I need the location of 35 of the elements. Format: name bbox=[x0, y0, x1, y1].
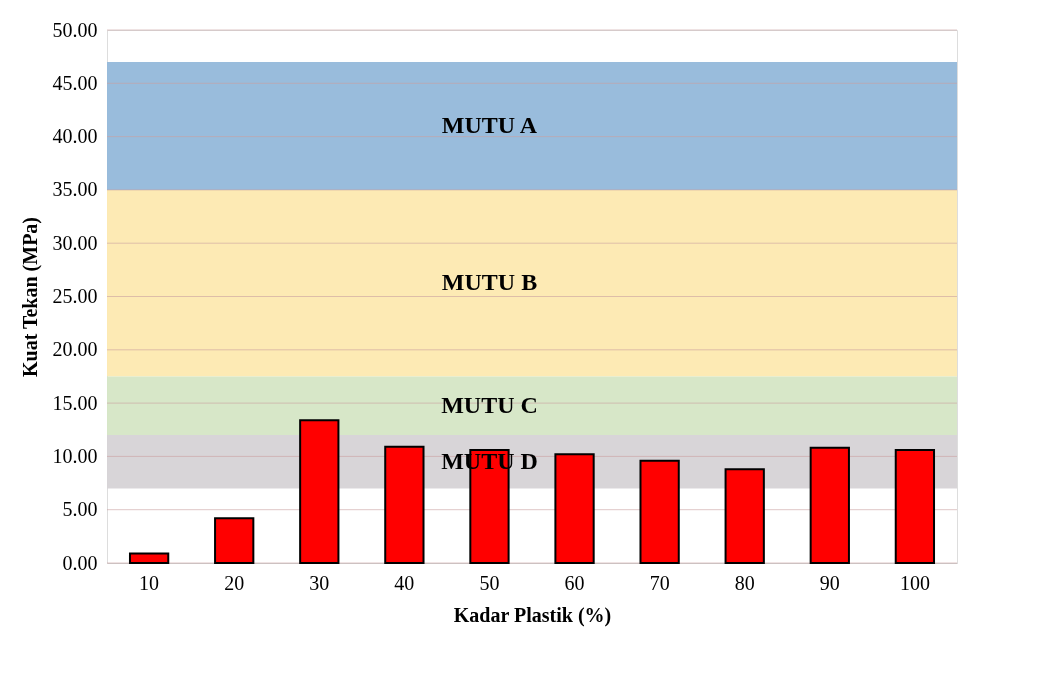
x-tick-label: 30 bbox=[309, 571, 330, 594]
y-tick-label: 30.00 bbox=[52, 231, 98, 254]
bar bbox=[639, 459, 680, 564]
x-tick-label: 80 bbox=[734, 571, 755, 594]
band-label: MUTU A bbox=[441, 111, 538, 138]
y-tick-label: 15.00 bbox=[52, 391, 98, 414]
x-tick-label: 100 bbox=[899, 571, 930, 594]
band-label: MUTU C bbox=[441, 391, 538, 418]
x-tick-label: 70 bbox=[649, 571, 670, 594]
y-tick-label: 5.00 bbox=[62, 498, 98, 521]
bar bbox=[299, 419, 340, 564]
bar bbox=[724, 468, 765, 564]
y-tick-label: 40.00 bbox=[52, 125, 98, 148]
bar bbox=[554, 453, 595, 564]
bar bbox=[214, 517, 255, 564]
bar bbox=[128, 552, 170, 564]
band-label: MUTU B bbox=[441, 269, 538, 296]
x-tick-label: 60 bbox=[564, 571, 585, 594]
x-tick-label: 90 bbox=[819, 571, 840, 594]
y-tick-label: 20.00 bbox=[52, 338, 98, 361]
x-axis-title: Kadar Plastik (%) bbox=[453, 603, 612, 627]
x-tick-label: 50 bbox=[479, 571, 500, 594]
y-tick-label: 45.00 bbox=[52, 71, 98, 94]
x-tick-label: 10 bbox=[139, 571, 160, 594]
y-tick-label: 25.00 bbox=[52, 285, 98, 307]
y-tick-label: 35.00 bbox=[52, 178, 98, 201]
bar bbox=[384, 445, 425, 564]
y-tick-label: 0.00 bbox=[62, 551, 98, 574]
bar bbox=[894, 449, 936, 564]
y-tick-label: 10.00 bbox=[52, 444, 98, 467]
x-tick-label: 40 bbox=[394, 571, 415, 594]
y-axis-title: Kuat Tekan (MPa) bbox=[18, 216, 42, 378]
x-tick-label: 20 bbox=[224, 571, 245, 594]
bar bbox=[809, 446, 850, 564]
y-tick-label: 50.00 bbox=[52, 18, 98, 41]
